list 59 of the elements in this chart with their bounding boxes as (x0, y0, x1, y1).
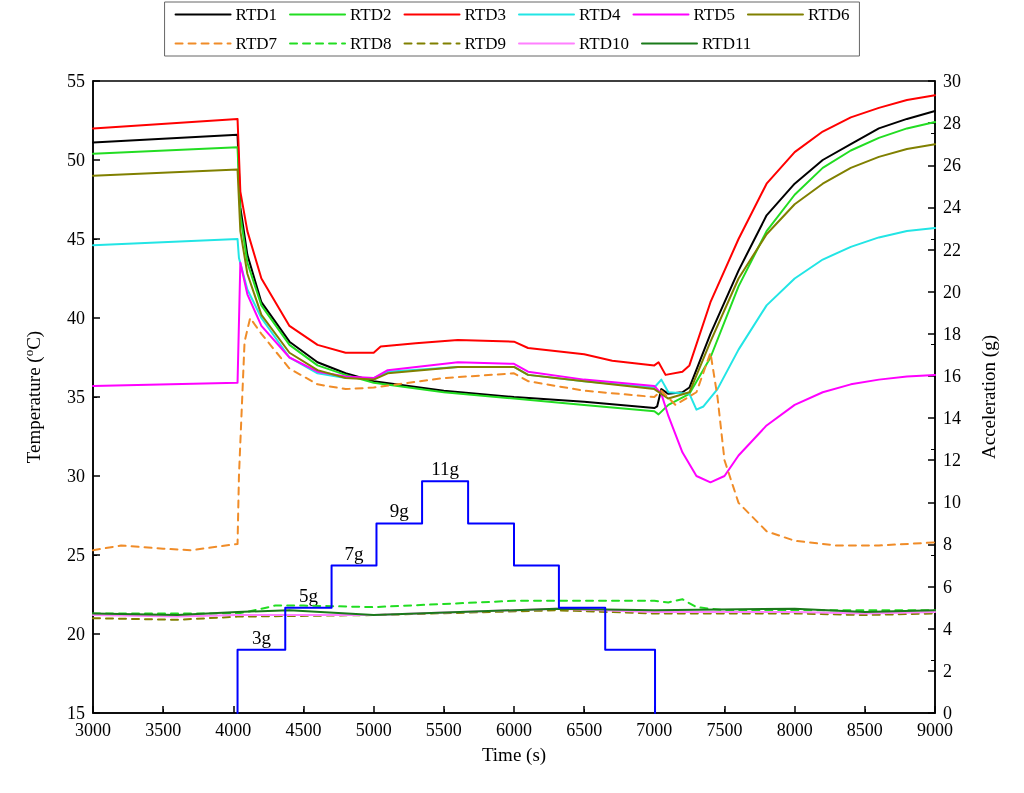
legend-label: RTD1 (235, 5, 278, 24)
annotation: 11g (431, 458, 460, 480)
y-tick-label: 55 (67, 71, 85, 91)
legend-label: RTD7 (235, 34, 278, 53)
legend-label: RTD8 (350, 34, 392, 53)
y-tick-label: 50 (67, 150, 85, 170)
annotation: 3g (251, 626, 272, 648)
x-tick-label: 4000 (215, 720, 252, 740)
x-tick-label: 6000 (496, 720, 532, 740)
y2-tick-label: 26 (943, 155, 961, 176)
y2-tick-label: 16 (943, 365, 961, 386)
x-tick-label: 8000 (776, 720, 813, 740)
y2-tick-label: 18 (943, 323, 961, 344)
x-tick-label: 8500 (846, 720, 883, 740)
y2-tick-label: 22 (943, 239, 961, 260)
x-tick-label: 7500 (706, 720, 743, 740)
annotation: 9g (389, 500, 410, 522)
y2-tick-label: 12 (943, 450, 961, 471)
y2-tick-label: 4 (943, 618, 952, 639)
y-tick-label: 45 (67, 229, 85, 249)
y2-tick-label: 6 (943, 576, 952, 597)
y-tick-label: 40 (67, 308, 85, 328)
legend-label: RTD6 (807, 5, 850, 24)
legend-label: RTD11 (701, 34, 752, 53)
x-tick-label: 5500 (425, 720, 462, 740)
annotation: 5g (298, 584, 319, 606)
line-series (92, 261, 936, 484)
y-tick-label: 25 (67, 545, 85, 565)
y2-tick-label: 14 (943, 408, 961, 429)
y2-tick-label: 8 (943, 534, 952, 555)
x-tick-label: 6500 (566, 720, 603, 740)
legend-label: RTD3 (464, 5, 507, 24)
legend-label: RTD4 (579, 5, 621, 24)
y2-tick-label: 28 (943, 113, 961, 134)
x-tick-label: 9000 (917, 720, 953, 740)
y2-axis-title: Acceleration (g) (978, 335, 1000, 459)
y-tick-label: 35 (67, 387, 85, 407)
line-series (92, 94, 936, 376)
x-tick-label: 3500 (145, 720, 182, 740)
x-axis-title: Time (s) (481, 744, 547, 766)
legend-label: RTD10 (579, 34, 629, 53)
y2-tick-label: 0 (943, 703, 952, 723)
legend-label: RTD9 (464, 34, 507, 53)
y-tick-label: 30 (67, 466, 85, 486)
x-tick-label: 5000 (355, 720, 392, 740)
y-tick-label: 20 (67, 624, 85, 644)
legend-label: RTD2 (350, 5, 392, 24)
x-tick-label: 3000 (75, 720, 111, 740)
y2-tick-label: 10 (943, 492, 961, 513)
x-tick-label: 4500 (285, 720, 322, 740)
legend-label: RTD5 (693, 5, 735, 24)
y2-tick-label: 2 (943, 660, 952, 681)
annotation: 7g (344, 542, 365, 564)
y2-tick-label: 24 (943, 197, 961, 218)
y-axis-title: Temperature (oC) (21, 330, 45, 464)
y-tick-label: 15 (67, 703, 85, 723)
x-tick-label: 7000 (636, 720, 673, 740)
y2-tick-label: 30 (943, 71, 961, 91)
y2-tick-label: 20 (943, 281, 961, 302)
